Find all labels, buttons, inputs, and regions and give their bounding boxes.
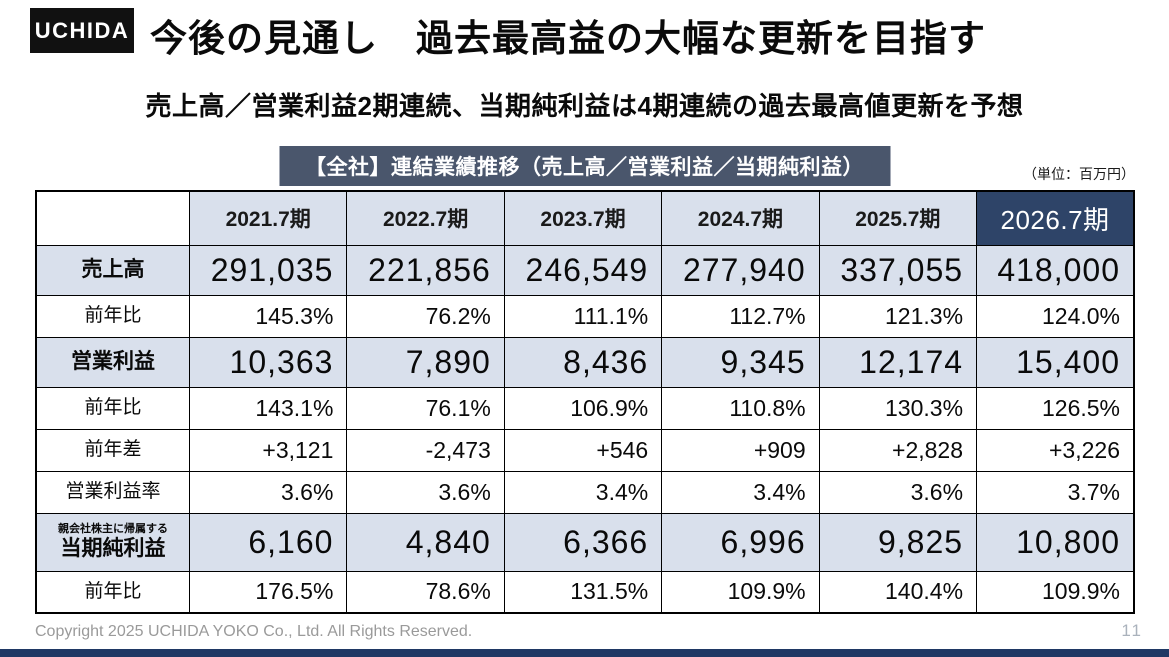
row-label: 営業利益率 [35,470,190,514]
column-header: 2025.7期 [818,190,978,246]
value-cell: 9,825 [818,512,978,572]
uchida-logo: UCHIDA [30,8,134,53]
header-row: 2021.7期 2022.7期 2023.7期 2024.7期 2025.7期 2026.… [35,190,1135,246]
value-cell: 110.8% [661,386,820,430]
performance-table: 2021.7期 2022.7期 2023.7期 2024.7期 2025.7期 2026.… [35,190,1135,614]
corner-cell [35,190,190,246]
value-cell: 6,366 [503,512,663,572]
table-head: 2021.7期 2022.7期 2023.7期 2024.7期 2025.7期 2026.… [35,190,1135,246]
row-label-text: 前年比 [84,305,142,327]
row-label-text: 前年比 [84,397,142,419]
column-header: 2026.7期 [976,190,1135,246]
row-label: 前年比 [35,570,190,614]
row-label-text: 売上高 [81,257,145,281]
value-cell: 337,055 [818,244,978,296]
table-row: 前年差 +3,121 -2,473 +546 +909 +2,828 +3,226 [35,428,1135,472]
column-header: 2021.7期 [188,190,348,246]
row-sublabel: 親会社株主に帰属する [58,523,168,536]
table-row: 売上高 291,035 221,856 246,549 277,940 337,055 41… [35,244,1135,296]
value-cell: 8,436 [503,336,663,388]
value-cell: 143.1% [188,386,348,430]
value-cell: 76.1% [346,386,505,430]
value-cell: 10,363 [188,336,348,388]
table-row: 営業利益率 3.6% 3.6% 3.4% 3.4% 3.6% 3.7% [35,470,1135,514]
value-cell: 246,549 [503,244,663,296]
value-cell: 109.9% [976,570,1135,614]
value-cell: 418,000 [976,244,1135,296]
row-label: 前年比 [35,294,190,338]
value-cell: -2,473 [346,428,505,472]
copyright-text: Copyright 2025 UCHIDA YOKO Co., Ltd. All… [35,623,473,640]
value-cell: +2,828 [818,428,978,472]
slide-subtitle: 売上高／営業利益2期連続、当期純利益は4期連続の過去最高値更新を予想 [145,91,1024,121]
value-cell: 6,160 [188,512,348,572]
value-cell: 145.3% [188,294,348,338]
value-cell: 7,890 [346,336,505,388]
value-cell: 106.9% [503,386,663,430]
value-cell: 3.4% [661,470,820,514]
value-cell: 6,996 [661,512,820,572]
row-label: 営業利益 [35,336,190,388]
row-label-text: 前年差 [84,439,142,461]
value-cell: 3.6% [346,470,505,514]
value-cell: +3,121 [188,428,348,472]
page-number: 11 [1121,621,1143,640]
value-cell: 130.3% [818,386,978,430]
table-row: 前年比 143.1% 76.1% 106.9% 110.8% 130.3% 126.5% [35,386,1135,430]
value-cell: 109.9% [661,570,820,614]
table-body: 売上高 291,035 221,856 246,549 277,940 337,055 41… [35,244,1135,614]
row-label: 売上高 [35,244,190,296]
bottom-accent-bar [0,649,1169,657]
value-cell: 277,940 [661,244,820,296]
value-cell: 15,400 [976,336,1135,388]
row-label-text: 営業利益率 [65,481,161,503]
value-cell: +909 [661,428,820,472]
value-cell: +3,226 [976,428,1135,472]
value-cell: 131.5% [503,570,663,614]
table-row: 前年比 176.5% 78.6% 131.5% 109.9% 140.4% 109.9% [35,570,1135,614]
value-cell: 176.5% [188,570,348,614]
table-row: 親会社株主に帰属する 当期純利益 6,160 4,840 6,366 6,996 9,825… [35,512,1135,572]
value-cell: 4,840 [346,512,505,572]
row-label-text: 当期純利益 [60,536,166,560]
value-cell: 124.0% [976,294,1135,338]
value-cell: 3.4% [503,470,663,514]
value-cell: 3.7% [976,470,1135,514]
value-cell: 78.6% [346,570,505,614]
value-cell: 112.7% [661,294,820,338]
footer: Copyright 2025 UCHIDA YOKO Co., Ltd. All… [35,621,1143,641]
section-banner: 【全社】連結業績推移（売上高／営業利益／当期純利益） [279,146,890,186]
table-row: 前年比 145.3% 76.2% 111.1% 112.7% 121.3% 124.0% [35,294,1135,338]
row-label-text: 営業利益 [71,349,155,373]
row-label: 親会社株主に帰属する 当期純利益 [35,512,190,572]
value-cell: 76.2% [346,294,505,338]
value-cell: 3.6% [818,470,978,514]
row-label: 前年差 [35,428,190,472]
value-cell: 3.6% [188,470,348,514]
value-cell: 111.1% [503,294,663,338]
table-row: 営業利益 10,363 7,890 8,436 9,345 12,174 15,400 [35,336,1135,388]
value-cell: 291,035 [188,244,348,296]
row-label: 前年比 [35,386,190,430]
value-cell: 9,345 [661,336,820,388]
unit-label: （単位：百万円） [1023,166,1135,182]
value-cell: 121.3% [818,294,978,338]
column-header: 2023.7期 [503,190,663,246]
row-label-text: 前年比 [84,580,142,602]
value-cell: 126.5% [976,386,1135,430]
value-cell: 221,856 [346,244,505,296]
value-cell: 140.4% [818,570,978,614]
value-cell: 12,174 [818,336,978,388]
value-cell: +546 [503,428,663,472]
value-cell: 10,800 [976,512,1135,572]
column-header: 2022.7期 [346,190,505,246]
column-header: 2024.7期 [661,190,820,246]
slide-title: 今後の見通し 過去最高益の大幅な更新を目指す [150,18,986,59]
